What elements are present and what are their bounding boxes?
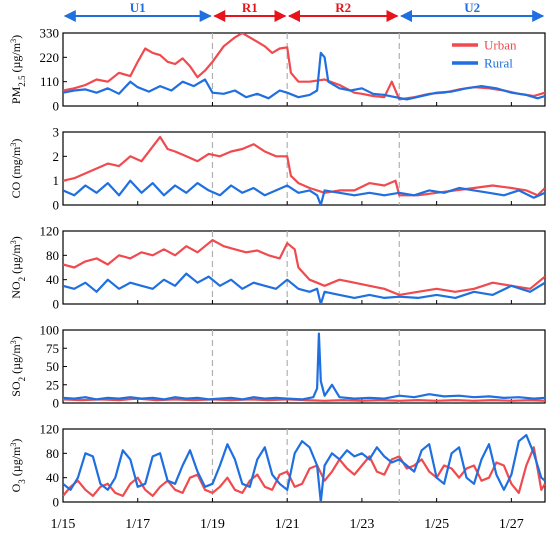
- y-tick-label: 80: [46, 446, 59, 461]
- y-tick-label: 100: [40, 323, 60, 338]
- y-tick-label: 2: [53, 149, 60, 164]
- x-tick-label: 1/27: [499, 517, 524, 532]
- y-axis-label: NO2 (µg/m3): [9, 236, 28, 298]
- legend-item-rural: Rural: [452, 56, 513, 71]
- panel-pm25: 0 110 220 330 PM2.5 (µg/m3): [9, 26, 546, 114]
- series-rural-line: [63, 272, 545, 304]
- y-tick-label: 40: [46, 272, 59, 287]
- panel-o3: 0 40 80 120 O3 (µg/m3): [9, 422, 546, 510]
- series-urban-line: [63, 239, 545, 296]
- y-tick-label: 0: [53, 396, 60, 411]
- period-label: U2: [464, 0, 480, 15]
- series-rural-line: [63, 179, 545, 205]
- period-label: R2: [335, 0, 351, 15]
- x-tick-label: 1/19: [200, 517, 225, 532]
- y-tick-label: 110: [40, 74, 59, 89]
- y-tick-label: 0: [53, 297, 60, 312]
- period-r2: R2: [287, 0, 399, 22]
- y-tick-label: 120: [40, 422, 60, 437]
- y-tick-label: 220: [40, 50, 60, 65]
- panel-so2: 0 25 50 75 100 SO2 (µg/m3): [9, 323, 546, 411]
- period-r1: R1: [213, 0, 287, 22]
- y-axis-label: PM2.5 (µg/m3): [9, 35, 28, 104]
- panel-frame: [62, 32, 546, 107]
- panel-no2: 0 40 80 120 NO2 (µg/m3): [9, 224, 546, 312]
- y-tick-label: 40: [46, 470, 59, 485]
- y-tick-label: 80: [46, 248, 59, 263]
- x-tick-label: 1/25: [424, 517, 449, 532]
- panel-frame: [62, 329, 546, 404]
- panel-co: 0 1 2 3 CO (mg/m3): [9, 125, 546, 213]
- y-axis-label: O3 (µg/m3): [9, 439, 28, 493]
- period-label: R1: [242, 0, 258, 15]
- y-tick-label: 1: [53, 173, 60, 188]
- period-u1: U1: [63, 0, 212, 22]
- y-tick-label: 75: [46, 341, 59, 356]
- x-tick-label: 1/15: [51, 517, 76, 532]
- y-tick-label: 0: [53, 99, 60, 114]
- legend: Urban Rural: [452, 38, 517, 71]
- y-tick-label: 330: [40, 26, 60, 41]
- y-tick-label: 0: [53, 198, 60, 213]
- y-axis-label: SO2 (µg/m3): [9, 336, 28, 396]
- y-tick-label: 25: [46, 377, 59, 392]
- panel-frame: [62, 428, 546, 503]
- panel-frame: [62, 230, 546, 305]
- period-u2: U2: [400, 0, 545, 22]
- legend-label: Urban: [484, 38, 517, 53]
- legend-label: Rural: [484, 56, 513, 71]
- y-tick-label: 3: [53, 125, 60, 140]
- x-tick-label: 1/23: [349, 517, 374, 532]
- series-rural-line: [63, 332, 545, 401]
- series-rural-line: [63, 51, 545, 101]
- period-bar: U1 R1 R2 U2: [63, 0, 545, 22]
- y-tick-label: 0: [53, 495, 60, 510]
- period-label: U1: [130, 0, 146, 15]
- x-axis-ticks: 1/15 1/17 1/19 1/21 1/23 1/25 1/27: [51, 517, 524, 532]
- series-urban-line: [63, 33, 545, 101]
- series-rural-line: [63, 434, 545, 502]
- legend-item-urban: Urban: [452, 38, 517, 53]
- series-urban-line: [63, 446, 545, 497]
- x-tick-label: 1/21: [275, 517, 300, 532]
- y-tick-label: 120: [40, 224, 60, 239]
- panel-frame: [62, 131, 546, 206]
- y-axis-label: CO (mg/m3): [9, 139, 24, 199]
- y-tick-label: 50: [46, 359, 59, 374]
- panels: 0 110 220 330 PM2.5 (µg/m3) 0 1 2 3 CO (mg/m3) 0 40…: [9, 26, 546, 510]
- x-tick-label: 1/17: [125, 517, 150, 532]
